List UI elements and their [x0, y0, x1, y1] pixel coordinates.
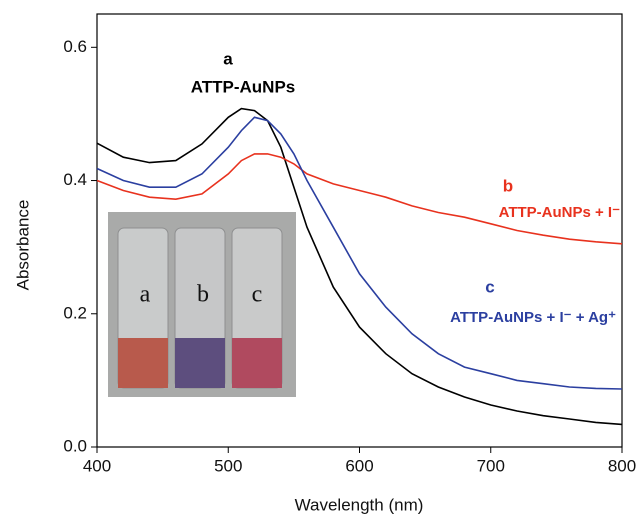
x-tick-label: 500	[214, 456, 242, 475]
y-tick-label: 0.2	[63, 303, 87, 322]
curve-letter: a	[223, 49, 233, 68]
curve-label: ATTP-AuNPs	[191, 77, 296, 96]
x-axis-label: Wavelength (nm)	[295, 495, 424, 514]
x-tick-label: 400	[83, 456, 111, 475]
vial-label: c	[252, 282, 263, 308]
spectrum-line	[96, 153, 623, 245]
curve-letter: b	[503, 176, 513, 195]
spectrum-line	[96, 116, 623, 390]
spectrum-line	[96, 107, 623, 426]
x-tick-label: 600	[345, 456, 373, 475]
x-tick-label: 800	[608, 456, 636, 475]
inset-photo	[108, 212, 296, 397]
vial-label: a	[140, 282, 151, 308]
y-tick-label: 0.4	[63, 170, 87, 189]
y-tick-label: 0.0	[63, 436, 87, 455]
curve-label: ATTP-AuNPs + I⁻ + Ag⁺	[450, 309, 616, 326]
curve-letter: c	[485, 277, 494, 296]
vial-label: b	[197, 282, 209, 308]
y-tick-label: 0.6	[63, 37, 87, 56]
y-axis-label: Absorbance	[13, 200, 32, 291]
curve-label: ATTP-AuNPs + I⁻	[499, 204, 620, 221]
x-tick-label: 700	[477, 456, 505, 475]
